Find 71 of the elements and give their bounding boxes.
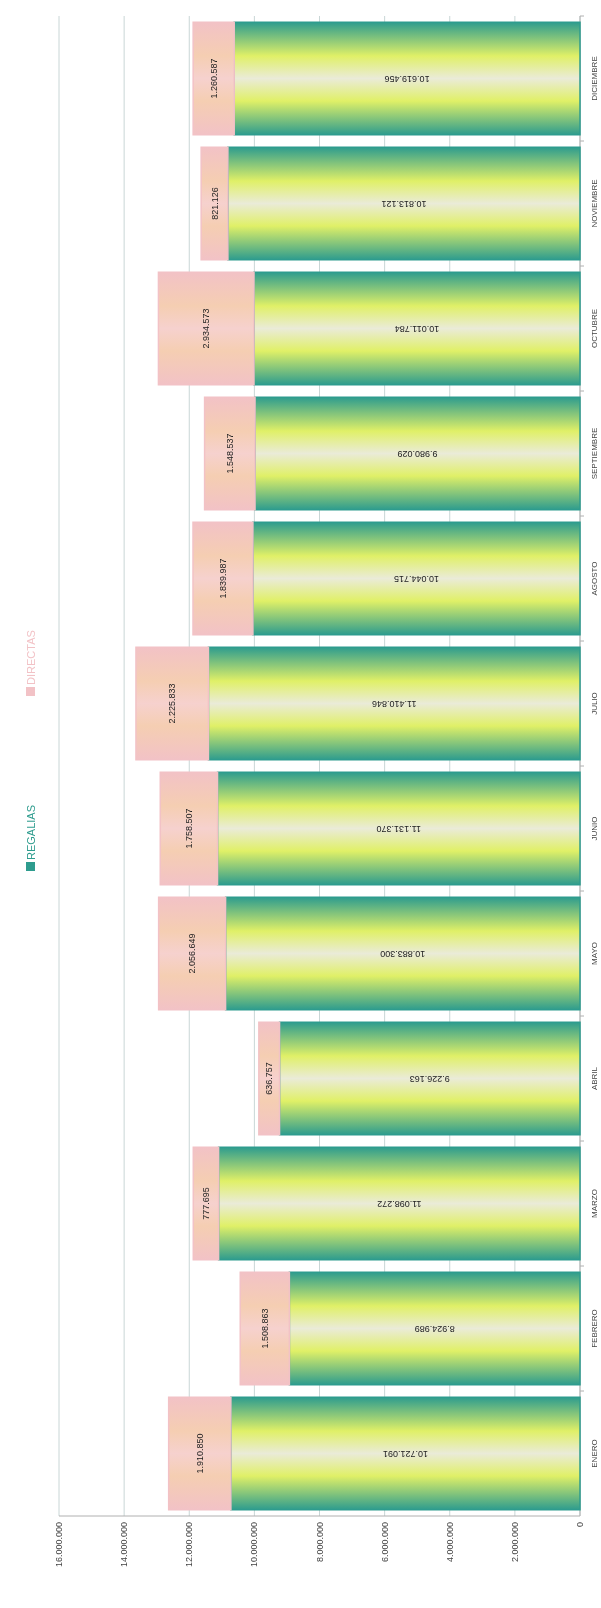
x-tick-label: 8.000.000 (314, 1522, 325, 1563)
bar (253, 271, 581, 386)
y-tick-label: MARZO (589, 1189, 599, 1218)
bar (252, 521, 581, 636)
data-label: 777.695 (200, 1187, 211, 1220)
data-label: 9.980.029 (397, 448, 438, 459)
bar (230, 1396, 581, 1511)
data-label: 11.410.846 (372, 698, 417, 709)
bar (192, 21, 235, 136)
bar (216, 771, 581, 886)
data-label: 8.924.989 (414, 1323, 455, 1334)
bar (224, 896, 581, 1011)
bar (288, 1271, 581, 1386)
data-label: 2.225.833 (167, 683, 178, 724)
bar (203, 396, 256, 511)
bar (258, 1021, 281, 1136)
bar (159, 771, 219, 886)
data-label: 10.721.091 (382, 1448, 428, 1459)
data-label: 11.131.370 (376, 823, 421, 834)
x-tick-label: 0 (575, 1522, 585, 1528)
text: DIRECTAS (25, 630, 37, 685)
data-label: 1.548.537 (224, 433, 235, 474)
bar (233, 21, 581, 136)
y-tick-label: JULIO (589, 692, 599, 715)
y-tick-label: ENERO (589, 1439, 599, 1468)
y-tick-label: NOVIEMBRE (589, 179, 599, 228)
data-label: 10.044.715 (393, 573, 439, 584)
bar (167, 1396, 232, 1511)
x-tick-label: 2.000.000 (509, 1522, 520, 1563)
data-label: 10.011.784 (394, 323, 440, 334)
data-label: 10.813.121 (381, 198, 427, 209)
data-label: 11.098.272 (377, 1198, 422, 1209)
y-tick-label: MAYO (589, 942, 599, 965)
x-tick-label: 10.000.000 (249, 1522, 260, 1568)
text: REGALIAS (25, 804, 37, 860)
bar (278, 1021, 581, 1136)
data-label: 10.883.300 (380, 948, 426, 959)
data-label: 2.934.573 (201, 308, 212, 349)
x-tick-label: 14.000.000 (119, 1522, 130, 1568)
data-label: 9.226.163 (409, 1073, 450, 1084)
bar (254, 396, 581, 511)
bar (157, 896, 227, 1011)
bar (157, 271, 255, 386)
bar (135, 646, 210, 761)
bar (217, 1146, 581, 1261)
data-label: 1.910.850 (194, 1433, 205, 1474)
data-label: 1.839.987 (217, 558, 228, 599)
bar (192, 1146, 220, 1261)
data-label: 636.757 (264, 1062, 275, 1095)
y-tick-label: ABRIL (589, 1066, 599, 1091)
bar (200, 146, 229, 261)
data-label: 1.260.587 (208, 58, 219, 99)
y-tick-label: DICIEMBRE (589, 56, 599, 101)
data-label: 10.619.456 (384, 73, 430, 84)
bar (207, 646, 581, 761)
data-label: 821.126 (209, 187, 220, 220)
y-tick-label: OCTUBRE (589, 308, 599, 349)
bar (227, 146, 581, 261)
y-tick-label: JUNIO (589, 816, 599, 841)
data-label: 2.056.649 (187, 933, 198, 974)
y-tick-label: SEPTIEMBRE (589, 427, 599, 480)
data-label: 1.758.507 (183, 808, 194, 849)
bar (192, 521, 254, 636)
x-tick-label: 16.000.000 (54, 1522, 64, 1568)
bar (239, 1271, 291, 1386)
y-tick-label: AGOSTO (589, 561, 599, 596)
x-tick-label: 6.000.000 (379, 1522, 390, 1563)
y-tick-label: FEBRERO (589, 1309, 599, 1348)
x-tick-label: 4.000.000 (444, 1522, 455, 1563)
x-tick-label: 12.000.000 (184, 1522, 195, 1568)
data-label: 1.508.863 (259, 1308, 270, 1349)
